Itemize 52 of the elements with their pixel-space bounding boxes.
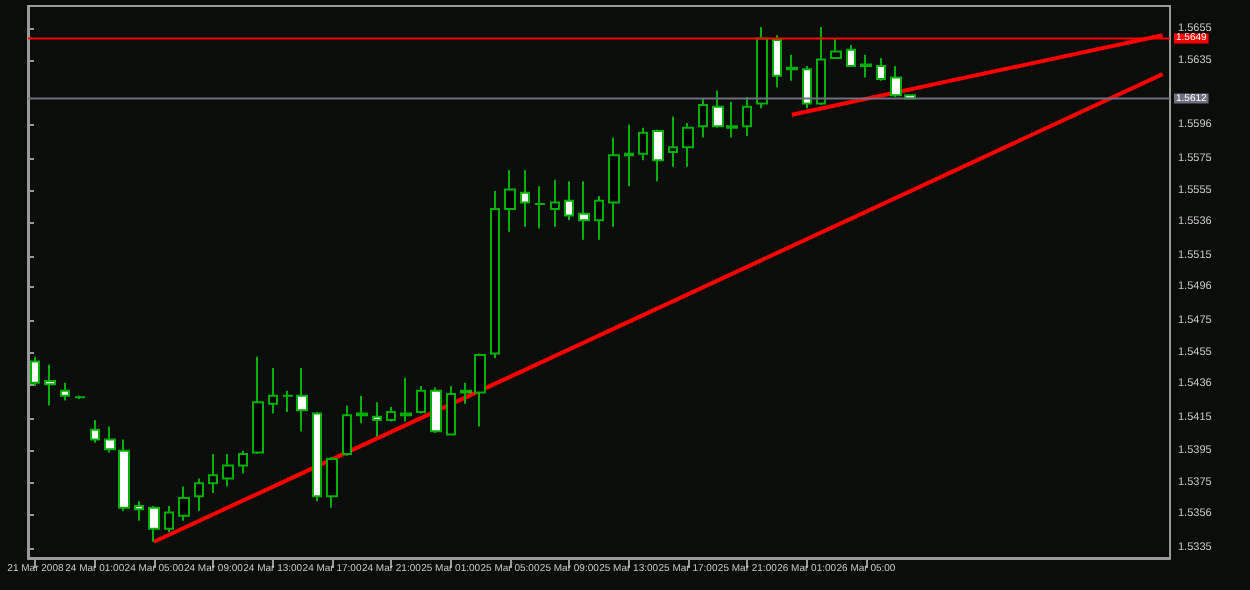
candlestick [400, 376, 412, 423]
candlestick [356, 394, 368, 425]
candlestick [624, 123, 634, 188]
candlestick [504, 168, 516, 233]
candlestick [860, 53, 872, 79]
candlestick [652, 128, 664, 183]
candlestick [74, 394, 86, 400]
candlestick [876, 56, 886, 82]
candlestick [816, 26, 826, 107]
candlestick [238, 449, 248, 475]
candlestick [268, 367, 278, 415]
candlestick [698, 97, 708, 139]
candlestick [578, 180, 590, 241]
candlestick [164, 505, 174, 534]
candlestick [550, 178, 560, 228]
candlestick [772, 34, 782, 89]
candlestick [30, 355, 40, 387]
candlestick [222, 453, 234, 488]
candlestick [534, 185, 546, 230]
candlestick [194, 477, 204, 512]
candlestick [786, 53, 798, 82]
candlestick [430, 386, 442, 434]
candlestick [208, 453, 218, 495]
candlestick [44, 363, 56, 407]
candlestick [60, 381, 70, 402]
candlestick [342, 404, 352, 457]
candlestick [416, 384, 426, 415]
candlestick [118, 438, 130, 512]
candlestick [846, 43, 856, 68]
candlestick [490, 190, 500, 360]
candlestick [608, 136, 620, 228]
candlestick [104, 425, 116, 454]
candlestick [520, 168, 530, 228]
candlestick [446, 384, 456, 436]
candlestick [372, 401, 382, 438]
candlestick [148, 505, 160, 543]
candlestick [90, 419, 100, 444]
candlestick [178, 485, 190, 522]
candlestick [682, 121, 694, 168]
candlestick [564, 180, 574, 222]
candlestick [312, 410, 322, 503]
candlestick [830, 37, 842, 59]
candlestick [594, 194, 604, 241]
candlestick [386, 406, 396, 423]
candlestick [134, 500, 144, 522]
candlestick [668, 115, 678, 168]
candlestick [638, 126, 648, 162]
candlestick [252, 355, 264, 456]
candlestick [326, 456, 338, 509]
candlestick [742, 95, 752, 137]
candlestick [802, 65, 812, 110]
candlestick [756, 26, 768, 110]
